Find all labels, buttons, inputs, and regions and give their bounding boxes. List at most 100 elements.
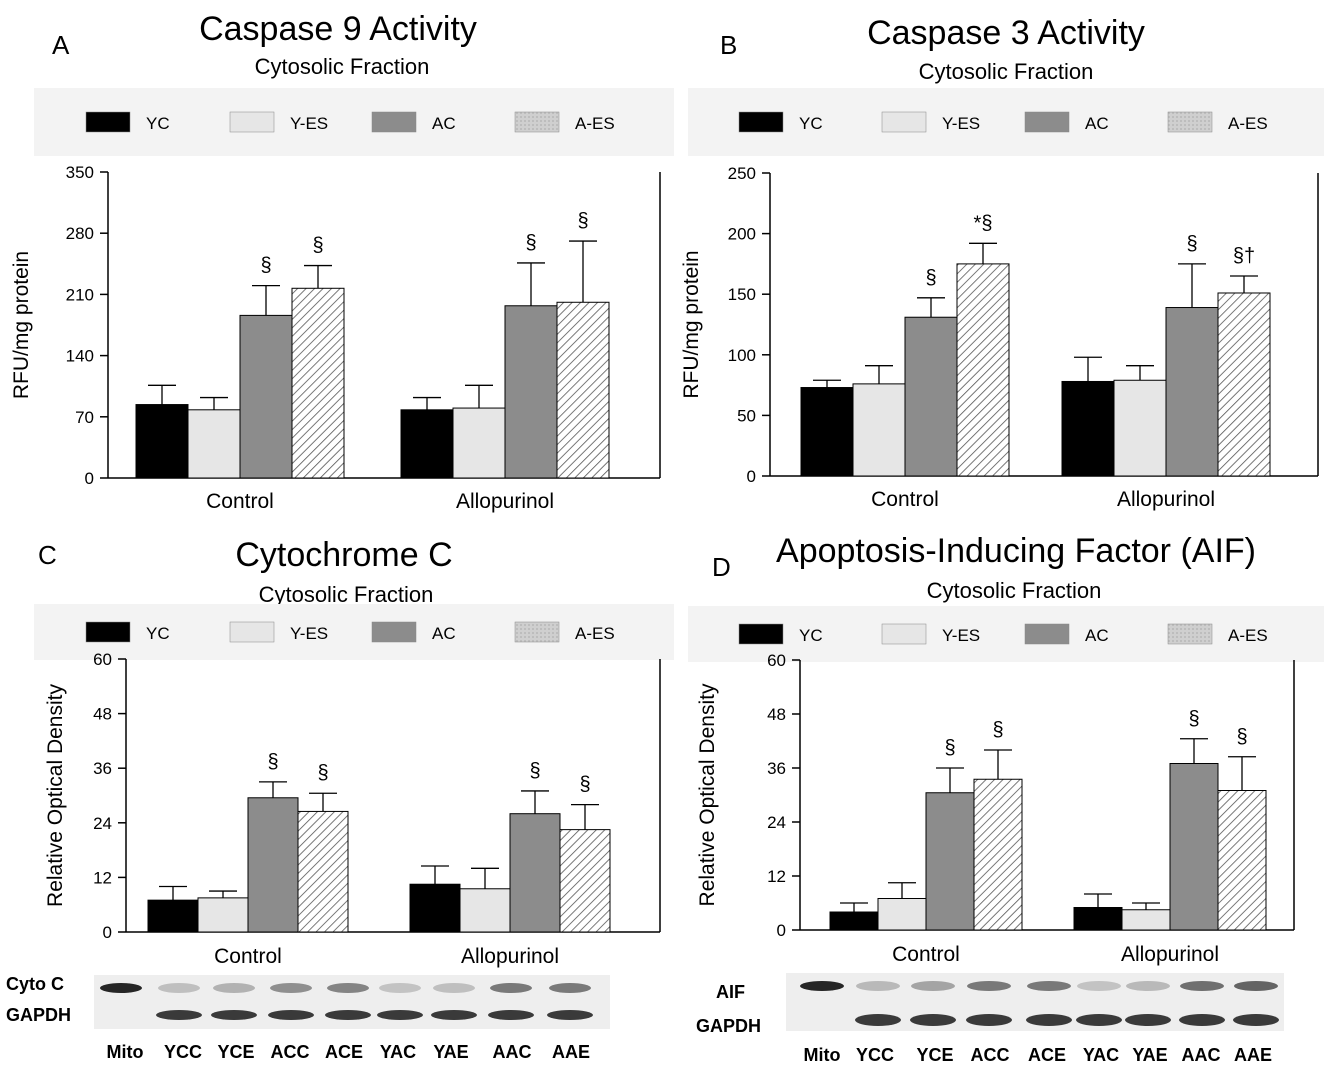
bar-a-es-control [297,810,349,933]
x-category-label: Control [871,488,939,511]
legend-background [34,604,674,660]
blot-lane-label-aac: AAC [492,1042,532,1062]
chart-title: Caspase 9 Activity [199,10,477,48]
blot-band [490,983,532,993]
significance-mark: *§ [974,212,993,234]
western-blot-aif [786,973,1284,1031]
y-tick-label: 150 [728,285,756,304]
chart-title: Apoptosis-Inducing Factor (AIF) [776,532,1256,570]
blot-bands-d [800,981,1279,1026]
blot-band [855,1014,901,1026]
bar-ac-allopurinol [509,813,561,933]
blot-band [1077,981,1121,991]
blot-band [1179,1014,1225,1026]
y-tick-label: 70 [75,408,94,427]
blot-band [211,1010,257,1020]
blot-band [910,1014,956,1026]
blot-row-label-cyto-c: Cyto C [6,974,64,994]
bar-yc-control [135,404,189,479]
blot-band [1234,981,1278,991]
chart-panel-a: Caspase 9 Activity Cytosolic Fraction YC Y-… [10,10,674,513]
y-tick-label: 100 [728,346,756,365]
bar-y-es-allopurinol [1113,379,1167,477]
legend-label-a-es: A-ES [575,114,615,133]
significance-mark: § [579,774,590,796]
y-tick-label: 48 [767,705,786,724]
bar-y-es-allopurinol [452,407,506,479]
legend-label-y-es: Y-ES [290,624,328,643]
legend-swatch-ac [1024,623,1070,645]
blot-lane-label-ycc: YCC [855,1045,894,1065]
blot-band [547,1010,593,1020]
y-tick-label: 140 [66,347,94,366]
x-category-label: Control [206,490,274,513]
blot-band [966,1014,1012,1026]
legend: YC Y-ES AC A-ES [34,604,674,660]
legend-swatch-a-es [1167,111,1213,133]
significance-mark: § [944,737,955,759]
blot-band [158,983,200,993]
bar-a-es-control [291,287,345,479]
blot-band [1233,1014,1279,1026]
y-axis-label: RFU/mg protein [680,250,703,398]
legend-label-a-es: A-ES [575,624,615,643]
x-category-label: Control [214,945,282,968]
chart-panel-b: Caspase 3 Activity Cytosolic Fraction YC Y-… [680,14,1324,511]
blot-band [1076,1014,1122,1026]
blot-band [213,983,255,993]
significance-mark: § [525,232,536,254]
legend: YC Y-ES AC A-ES [34,88,674,156]
significance-mark: §† [1233,245,1255,267]
legend: YC Y-ES AC A-ES [688,606,1324,662]
bar-yc-allopurinol [400,409,454,479]
legend-label-yc: YC [799,114,823,133]
blot-bands-c [100,983,593,1020]
blot-band [911,981,955,991]
blot-band [1126,981,1170,991]
legend-background [688,606,1324,662]
blot-band [1027,981,1071,991]
legend-label-yc: YC [146,624,170,643]
significance-mark: § [1186,233,1197,255]
blot-band [379,983,421,993]
y-tick-label: 0 [777,921,786,940]
blot-lane-label-mito: Mito [803,1045,841,1065]
blot-lane-label-acc: ACC [970,1045,1010,1065]
y-tick-label: 0 [747,467,756,486]
panel-letter-a: A [52,30,70,60]
blot-lane-label-mito: Mito [106,1042,144,1062]
legend-swatch-ac [371,621,417,643]
blot-band [856,981,900,991]
bar-y-es-allopurinol [459,888,511,933]
bar-yc-control [800,387,854,477]
legend-label-a-es: A-ES [1228,114,1268,133]
y-tick-label: 280 [66,224,94,243]
blot-band [268,1010,314,1020]
blot-lane-label-ycc: YCC [163,1042,202,1062]
blot-lane-label-ace: ACE [324,1042,363,1062]
blot-band [967,981,1011,991]
significance-mark: § [925,267,936,289]
blot-lane-label-aac: AAC [1181,1045,1221,1065]
blot-band [1125,1014,1171,1026]
bar-y-es-control [877,898,927,931]
significance-mark: § [260,255,271,277]
y-tick-label: 350 [66,163,94,182]
legend-label-ac: AC [1085,114,1109,133]
legend-swatch-ac [1024,111,1070,133]
y-axis-label: Relative Optical Density [44,684,67,907]
bar-yc-allopurinol [1061,380,1115,477]
panel-letter-d: D [712,552,731,582]
chart-subtitle: Cytosolic Fraction [259,582,434,607]
significance-mark: § [1188,708,1199,730]
y-tick-label: 60 [767,651,786,670]
blot-band [156,1010,202,1020]
bar-ac-control [247,797,299,933]
chart-title: Caspase 3 Activity [867,14,1145,52]
axes: 0 70 140 210 280 350 RFU/mg protein [10,163,661,488]
bar-a-es-allopurinol [1217,292,1271,477]
legend-label-y-es: Y-ES [942,114,980,133]
bar-a-es-control [956,263,1010,477]
x-category-label: Control [892,943,960,966]
